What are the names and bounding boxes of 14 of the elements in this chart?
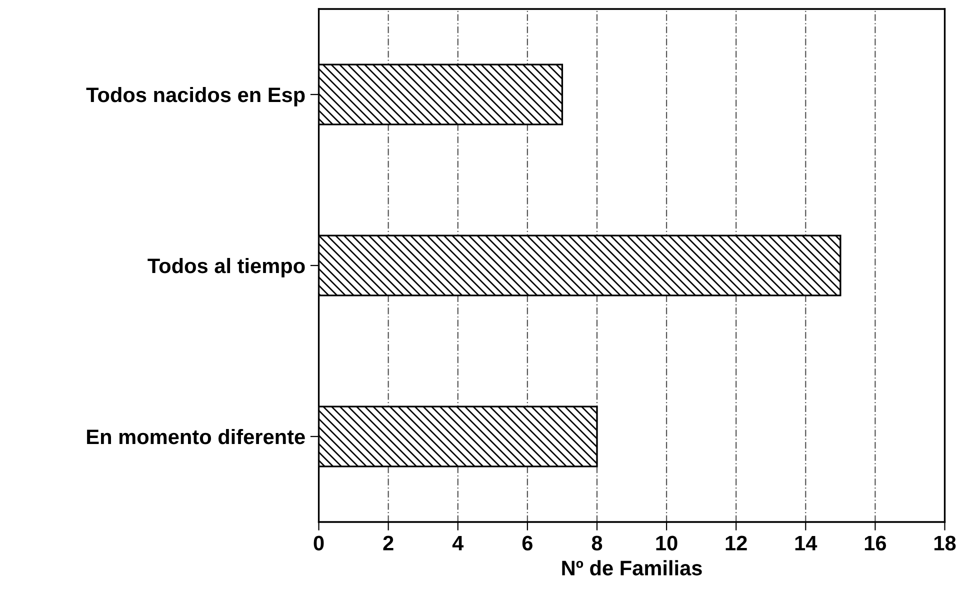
y-tick-label: En momento diferente <box>87 428 305 444</box>
x-tick-label: 18 <box>934 536 956 550</box>
y-tick-label: Todos al tiempo <box>148 258 305 278</box>
x-tick-label: 8 <box>592 536 602 550</box>
x-tick-label: 4 <box>452 536 464 550</box>
y-tick-label: Todos nacidos en Esp <box>86 86 305 106</box>
x-tick-label: 10 <box>656 536 678 550</box>
x-tick-label: 14 <box>795 536 818 550</box>
x-tick-label: 0 <box>314 536 324 550</box>
x-tick-label: 12 <box>726 536 747 550</box>
x-tick-label: 16 <box>864 536 886 550</box>
x-tick-label: 2 <box>383 536 394 550</box>
x-axis-title: Nº de Familias <box>562 560 702 576</box>
x-tick-label: 6 <box>522 536 532 550</box>
